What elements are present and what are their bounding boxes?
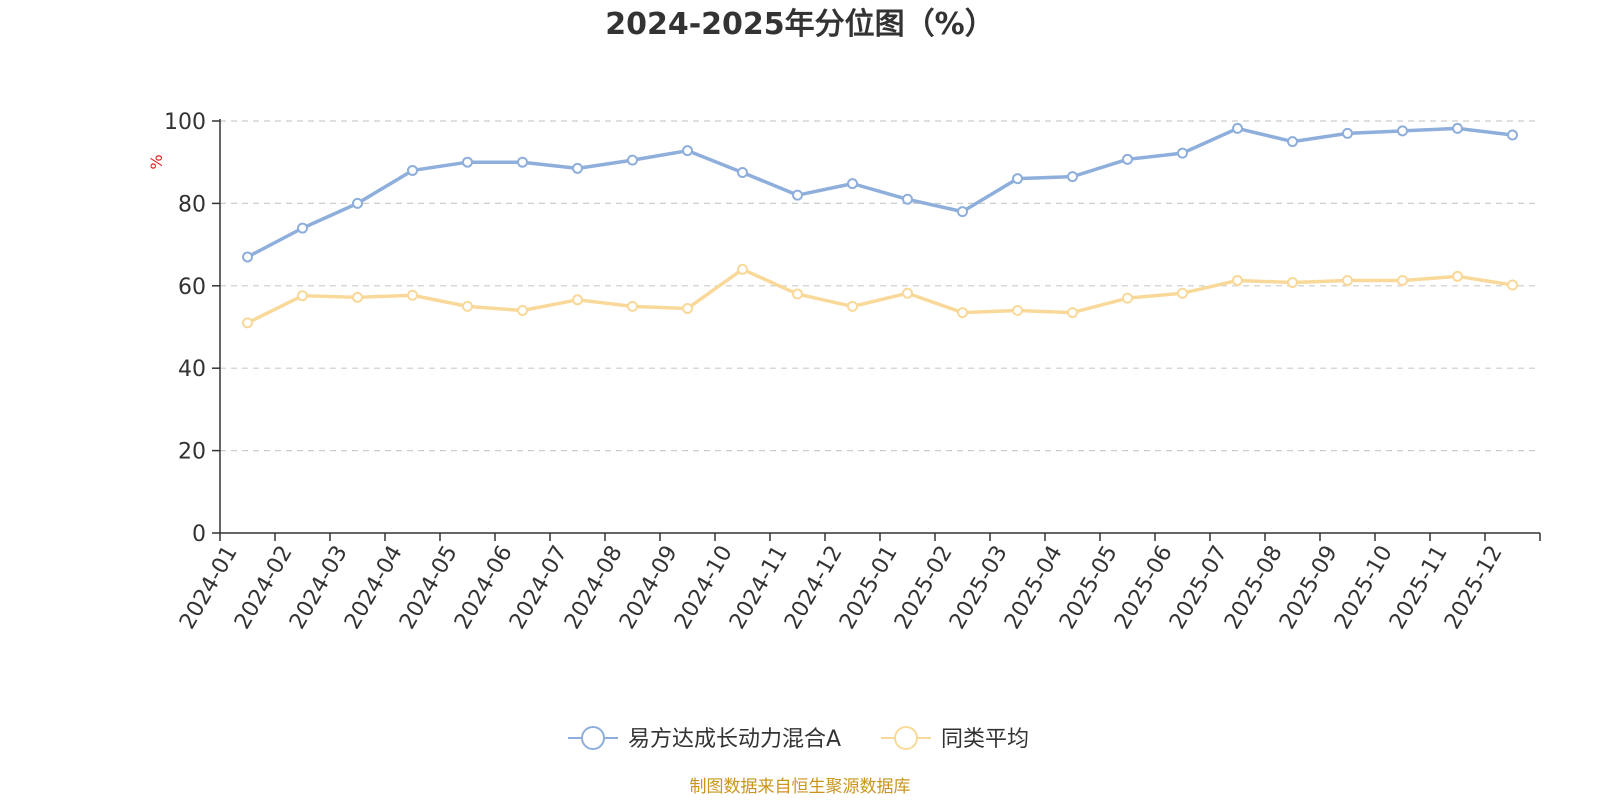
data-point [297,222,308,234]
data-point [1342,127,1353,139]
series-2 [242,263,1518,329]
data-point [1397,274,1408,286]
data-point [352,197,363,209]
legend-label: 易方达成长动力混合A [628,727,841,752]
data-point [737,263,748,275]
data-point [682,145,693,157]
legend-label: 同类平均 [941,727,1029,752]
data-point [1012,305,1023,317]
data-point [1342,274,1353,286]
data-point [572,294,583,306]
data-point [957,307,968,319]
data-point [627,300,638,312]
series-1 [242,122,1518,263]
data-point [902,193,913,205]
data-point [242,251,253,263]
data-point [847,178,858,190]
series-line [246,267,1513,325]
data-point [1452,270,1463,282]
data-point [1122,292,1133,304]
data-point [1287,136,1298,148]
legend: 易方达成长动力混合A 同类平均 [568,726,1029,752]
data-point [847,300,858,312]
data-point [517,156,528,168]
data-point [407,164,418,176]
legend-marker [894,726,918,750]
y-axis-unit-label: % [147,154,166,169]
y-tick-label: 20 [178,440,206,465]
y-tick-label: 0 [192,522,206,547]
series-line [246,126,1513,259]
data-point [242,317,253,329]
y-tick-label: 80 [178,192,206,217]
y-tick-label: 40 [178,357,206,382]
data-point [792,189,803,201]
data-point [957,206,968,218]
y-tick-label: 60 [178,275,206,300]
data-point [1177,147,1188,159]
legend-marker [581,726,605,750]
data-point [407,289,418,301]
data-point [352,291,363,303]
data-point [1287,277,1298,289]
series [242,122,1518,329]
data-point [297,290,308,302]
data-point [1232,122,1243,134]
data-point [1507,279,1518,291]
legend-item-2: 同类平均 [881,726,1029,752]
data-point [627,154,638,166]
data-point [1452,122,1463,134]
data-point [1122,153,1133,165]
data-point [572,162,583,174]
source-note: 制图数据来自恒生聚源数据库 [690,777,911,797]
legend-item-1: 易方达成长动力混合A [568,726,841,752]
data-point [737,167,748,178]
data-point [1397,125,1408,137]
data-point [682,302,693,314]
data-point [1507,129,1518,141]
data-point [792,288,803,300]
data-point [1177,287,1188,299]
y-tick-label: 100 [164,110,206,135]
data-point [462,300,473,312]
data-point [1012,173,1023,185]
data-point [1067,171,1078,183]
chart-title: 2024-2025年分位图（%） [605,7,995,42]
grid-lines [220,120,1540,452]
data-point [902,287,913,299]
data-point [462,156,473,168]
data-point [1232,274,1243,286]
data-point [1067,307,1078,319]
data-point [517,305,528,317]
